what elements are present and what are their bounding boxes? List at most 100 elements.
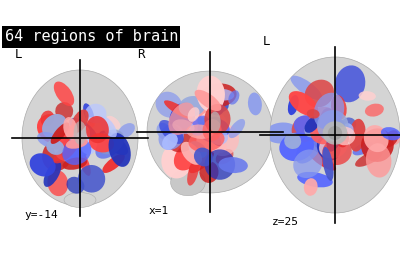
Ellipse shape (174, 142, 201, 171)
Ellipse shape (188, 141, 207, 158)
Ellipse shape (189, 150, 214, 173)
Ellipse shape (210, 102, 224, 115)
Ellipse shape (304, 116, 320, 133)
Ellipse shape (46, 139, 64, 155)
Text: L: L (15, 48, 23, 61)
Ellipse shape (209, 111, 221, 132)
Ellipse shape (102, 154, 125, 173)
Ellipse shape (179, 96, 205, 117)
Ellipse shape (168, 128, 197, 152)
Ellipse shape (70, 132, 87, 148)
Ellipse shape (338, 127, 351, 143)
Ellipse shape (54, 135, 82, 162)
Text: x=1: x=1 (149, 206, 169, 216)
Ellipse shape (55, 102, 73, 120)
Ellipse shape (97, 130, 124, 154)
Ellipse shape (297, 172, 333, 187)
Ellipse shape (22, 70, 138, 206)
Ellipse shape (54, 136, 77, 155)
Ellipse shape (319, 116, 347, 146)
Ellipse shape (334, 127, 355, 145)
Ellipse shape (187, 161, 199, 186)
Text: R: R (137, 48, 145, 61)
Ellipse shape (334, 127, 349, 147)
FancyBboxPatch shape (2, 26, 180, 48)
Ellipse shape (203, 123, 221, 146)
Ellipse shape (74, 139, 97, 151)
Ellipse shape (304, 117, 323, 137)
Ellipse shape (85, 104, 106, 123)
Ellipse shape (317, 135, 340, 160)
Ellipse shape (328, 126, 342, 140)
Ellipse shape (37, 114, 70, 144)
Ellipse shape (159, 120, 184, 144)
Ellipse shape (118, 123, 135, 138)
Ellipse shape (30, 153, 56, 177)
Ellipse shape (361, 129, 394, 162)
Ellipse shape (44, 161, 61, 187)
Ellipse shape (359, 91, 376, 101)
Text: 64 regions of brain clusters: 64 regions of brain clusters (5, 29, 260, 45)
Ellipse shape (284, 133, 301, 149)
Ellipse shape (310, 99, 338, 129)
Ellipse shape (86, 116, 109, 143)
Ellipse shape (191, 116, 210, 136)
Ellipse shape (320, 108, 337, 135)
Ellipse shape (319, 114, 344, 141)
Ellipse shape (186, 125, 214, 139)
Ellipse shape (200, 161, 218, 183)
Ellipse shape (164, 100, 192, 119)
Ellipse shape (147, 71, 273, 193)
Ellipse shape (48, 170, 68, 196)
Ellipse shape (197, 76, 225, 112)
Ellipse shape (80, 138, 96, 155)
Ellipse shape (322, 139, 352, 165)
Ellipse shape (290, 76, 322, 100)
Ellipse shape (322, 147, 334, 181)
Ellipse shape (40, 111, 54, 127)
Ellipse shape (194, 148, 213, 166)
Ellipse shape (323, 113, 342, 140)
Text: R: R (399, 35, 400, 48)
Ellipse shape (42, 114, 67, 138)
Ellipse shape (170, 102, 195, 131)
Ellipse shape (186, 106, 213, 133)
Ellipse shape (310, 114, 344, 144)
Ellipse shape (206, 116, 222, 129)
Ellipse shape (314, 93, 344, 129)
Ellipse shape (304, 178, 318, 196)
Ellipse shape (216, 149, 234, 164)
Ellipse shape (108, 133, 131, 167)
Ellipse shape (171, 169, 205, 196)
Ellipse shape (95, 132, 124, 159)
Ellipse shape (228, 119, 245, 138)
Ellipse shape (294, 115, 331, 142)
Ellipse shape (77, 149, 91, 176)
Ellipse shape (55, 141, 75, 160)
Ellipse shape (188, 107, 200, 122)
Ellipse shape (99, 131, 128, 155)
Ellipse shape (62, 157, 87, 170)
Ellipse shape (188, 129, 224, 152)
Ellipse shape (326, 123, 343, 147)
Ellipse shape (62, 138, 91, 165)
Ellipse shape (216, 120, 230, 136)
Ellipse shape (326, 122, 345, 145)
Ellipse shape (228, 90, 239, 105)
Ellipse shape (376, 134, 400, 147)
Ellipse shape (331, 95, 347, 120)
Ellipse shape (83, 117, 96, 129)
Ellipse shape (68, 127, 92, 148)
Ellipse shape (54, 81, 74, 106)
Ellipse shape (51, 122, 70, 144)
Ellipse shape (67, 124, 79, 152)
Ellipse shape (198, 107, 213, 136)
Ellipse shape (161, 144, 192, 178)
Ellipse shape (288, 95, 299, 115)
Ellipse shape (66, 177, 84, 194)
Ellipse shape (54, 140, 79, 164)
Ellipse shape (100, 116, 117, 137)
Ellipse shape (212, 96, 229, 112)
Ellipse shape (202, 119, 222, 141)
Ellipse shape (318, 126, 351, 146)
